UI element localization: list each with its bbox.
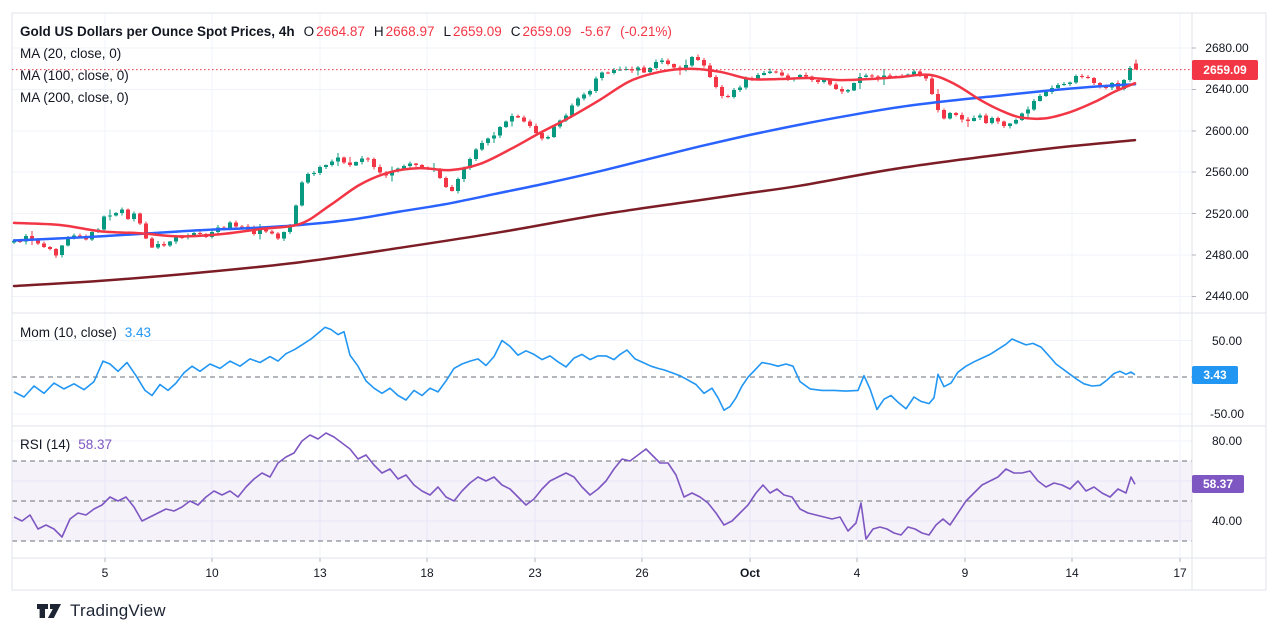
time-tick-label: 9 <box>961 566 969 580</box>
price-tick-label: 2640.00 <box>1205 82 1249 97</box>
rsi-value-badge: 58.37 <box>1192 475 1244 494</box>
time-tick-label: 26 <box>635 566 649 580</box>
price-tick-label: 2680.00 <box>1205 41 1249 55</box>
time-tick-label: 10 <box>205 566 219 580</box>
price-tick-label: 2600.00 <box>1205 123 1249 138</box>
time-tick-label: 4 <box>853 566 861 580</box>
time-tick-label: 5 <box>101 566 109 580</box>
momentum-value-badge: 3.43 <box>1192 365 1238 384</box>
time-tick-label: 18 <box>420 566 434 580</box>
gridlines <box>12 13 1192 558</box>
tradingview-logo[interactable]: TradingView <box>36 597 166 625</box>
ma200-line <box>12 138 1137 288</box>
tradingview-logo-icon <box>37 604 61 618</box>
ma100-line <box>12 82 1137 242</box>
tradingview-brand-text: TradingView <box>70 601 166 620</box>
time-tick-label: 17 <box>1173 566 1187 580</box>
price-tick-label: 2560.00 <box>1205 165 1249 180</box>
level-lines <box>12 376 1192 542</box>
rsi-tick-label: 40.00 <box>1211 514 1243 528</box>
chart-frame <box>11 12 1267 591</box>
time-tick-label: 14 <box>1065 566 1079 580</box>
rsi-line <box>13 432 1136 540</box>
momentum-tick-label: -50.00 <box>1209 406 1245 421</box>
price-tick-label: 2440.00 <box>1205 289 1249 304</box>
candlestick-series <box>12 54 1138 258</box>
price-tick-label: 2520.00 <box>1205 206 1249 221</box>
time-tick-label: 23 <box>528 566 542 580</box>
time-tick-label: 13 <box>313 566 327 580</box>
tick-marks <box>104 47 1196 562</box>
last-price-badge: 2659.09 <box>1192 59 1258 80</box>
momentum-line <box>13 326 1136 412</box>
time-tick-label: Oct <box>739 566 760 580</box>
price-tick-label: 2480.00 <box>1205 248 1249 262</box>
momentum-tick-label: 50.00 <box>1211 333 1243 348</box>
rsi-tick-label: 80.00 <box>1211 434 1243 448</box>
ma20-line <box>12 67 1137 238</box>
